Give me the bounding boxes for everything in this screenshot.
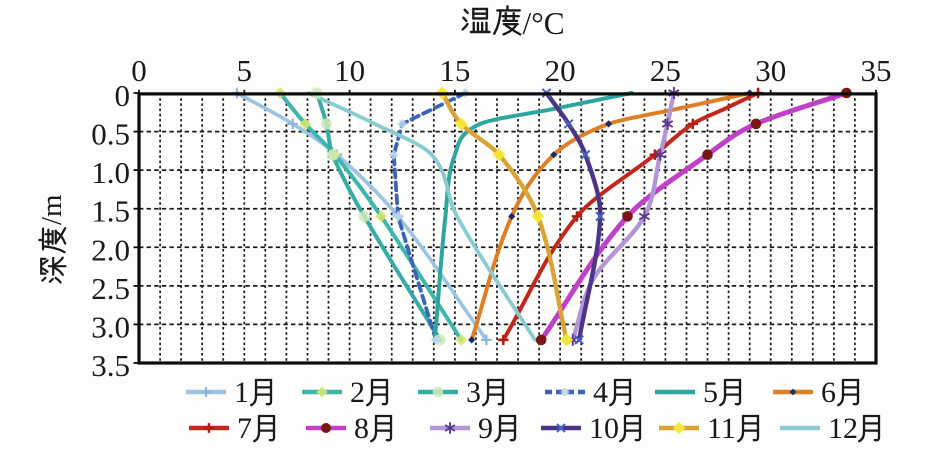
svg-text:2.0: 2.0: [91, 232, 130, 267]
svg-text:0: 0: [115, 78, 131, 113]
svg-text:3.5: 3.5: [91, 348, 130, 383]
svg-text:10: 10: [334, 53, 365, 88]
svg-text:3.0: 3.0: [91, 309, 130, 344]
svg-text:35: 35: [861, 53, 892, 88]
svg-text:0: 0: [131, 53, 147, 88]
svg-text:6: 6: [821, 376, 836, 409]
svg-text:4: 4: [593, 376, 608, 409]
svg-text:1.5: 1.5: [91, 194, 130, 229]
svg-text:3: 3: [466, 376, 481, 409]
svg-text:5: 5: [703, 376, 718, 409]
svg-text:15: 15: [439, 53, 470, 88]
svg-text:10: 10: [589, 412, 619, 445]
svg-text:2: 2: [350, 376, 365, 409]
svg-text:5: 5: [237, 53, 253, 88]
svg-text:9: 9: [478, 412, 493, 445]
svg-text:/°C: /°C: [523, 6, 565, 41]
svg-text:1.0: 1.0: [91, 155, 130, 190]
svg-text:30: 30: [755, 53, 786, 88]
svg-text:2.5: 2.5: [91, 271, 130, 306]
svg-text:/m: /m: [36, 194, 68, 225]
svg-text:11: 11: [707, 412, 736, 445]
svg-text:0.5: 0.5: [91, 117, 130, 152]
svg-text:20: 20: [545, 53, 576, 88]
svg-text:12: 12: [828, 412, 858, 445]
svg-text:8: 8: [354, 412, 369, 445]
svg-text:1: 1: [234, 376, 249, 409]
svg-text:7: 7: [237, 412, 252, 445]
svg-text:25: 25: [650, 53, 681, 88]
